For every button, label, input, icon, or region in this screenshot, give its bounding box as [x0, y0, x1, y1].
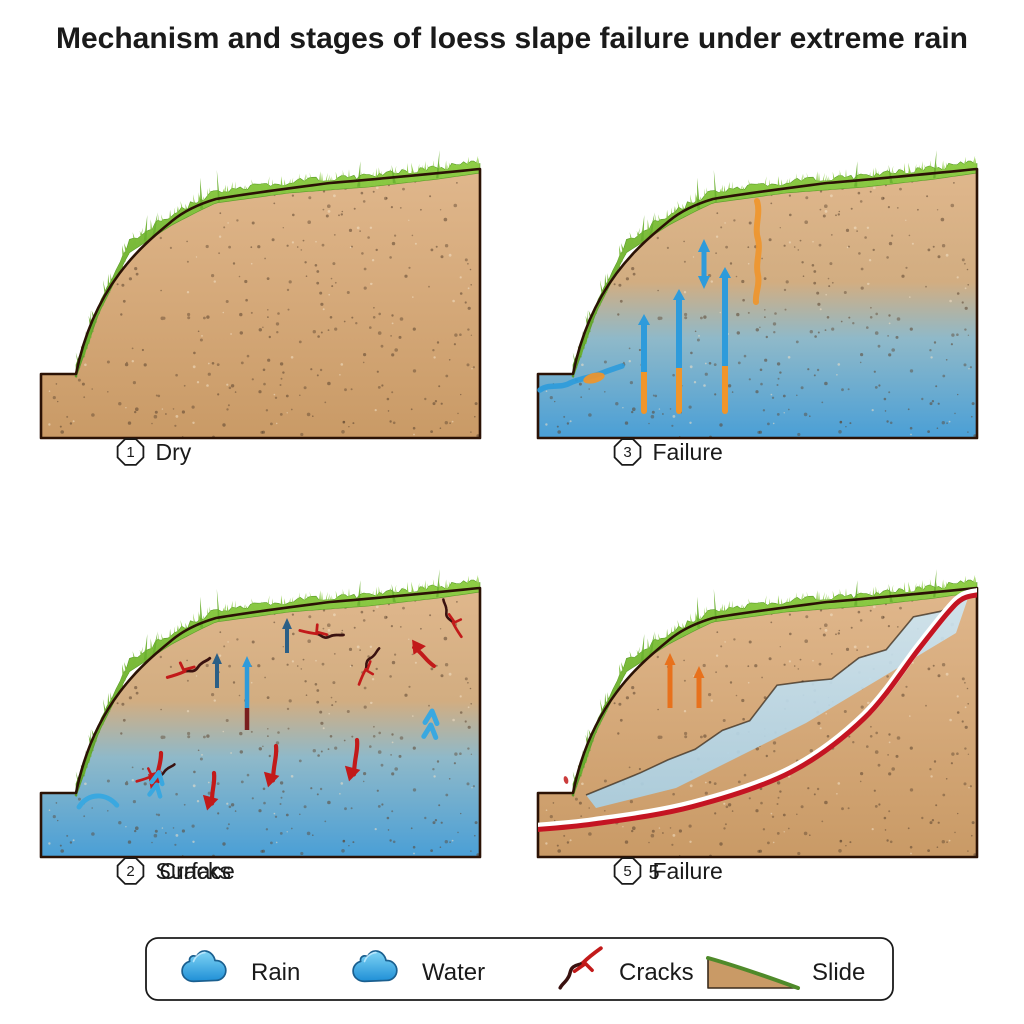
svg-text:Dry: Dry [156, 439, 192, 465]
svg-text:3: 3 [623, 444, 631, 461]
svg-text:5: 5 [623, 863, 631, 880]
svg-text:Failure: Failure [653, 439, 723, 465]
svg-text:Slide: Slide [812, 959, 865, 986]
svg-text:Mechanism and stages of loess: Mechanism and stages of loess slape fail… [56, 22, 968, 55]
svg-text:Rain: Rain [251, 959, 300, 986]
svg-text:2: 2 [126, 863, 134, 880]
svg-text:Cracks: Cracks [160, 858, 232, 884]
svg-text:5: 5 [649, 862, 660, 884]
svg-text:Failure: Failure [653, 858, 723, 884]
svg-text:Water: Water [422, 959, 485, 986]
svg-text:1: 1 [126, 444, 134, 461]
svg-text:Cracks: Cracks [619, 959, 694, 986]
